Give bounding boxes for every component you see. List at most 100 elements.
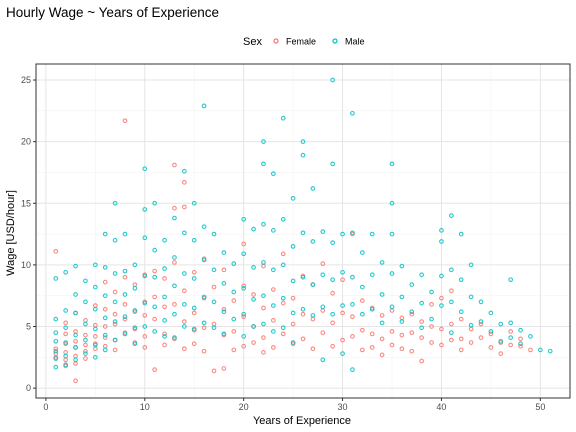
data-point-male — [221, 281, 227, 286]
data-point-female — [181, 288, 187, 294]
data-point-male — [241, 251, 247, 257]
data-point-female — [162, 342, 167, 348]
data-point-male — [112, 337, 118, 343]
data-point-female — [221, 366, 227, 371]
data-point-male — [191, 305, 197, 311]
data-point-male — [112, 237, 118, 243]
data-point-male — [290, 278, 296, 284]
data-point-female — [142, 345, 148, 350]
data-point-male — [122, 292, 128, 297]
data-point-female — [359, 298, 365, 303]
data-point-female — [498, 351, 504, 356]
data-point-female — [152, 367, 158, 373]
data-point-male — [439, 273, 444, 279]
y-axis-title: Wage [USD/hour] — [5, 190, 17, 276]
data-point-male — [340, 269, 345, 275]
data-point-male — [448, 330, 454, 336]
data-point-female — [300, 311, 306, 317]
data-point-female — [122, 301, 128, 307]
data-point-female — [83, 348, 88, 354]
data-point-female — [320, 330, 326, 336]
data-point-male — [63, 353, 69, 359]
data-point-female — [112, 347, 118, 353]
data-point-male — [468, 262, 474, 268]
data-point-female — [379, 336, 385, 342]
data-point-male — [537, 347, 543, 353]
data-point-male — [389, 200, 395, 206]
data-point-male — [310, 313, 316, 318]
data-point-male — [290, 195, 296, 201]
data-point-female — [241, 283, 247, 289]
data-point-female — [102, 279, 108, 285]
data-point-male — [330, 161, 336, 167]
data-point-male — [350, 274, 355, 280]
data-point-female — [73, 361, 78, 366]
data-point-male — [399, 294, 405, 300]
data-point-male — [251, 324, 256, 329]
data-point-female — [191, 341, 197, 347]
data-point-male — [211, 231, 217, 237]
data-point-male — [73, 332, 78, 338]
data-point-male — [122, 231, 128, 237]
data-point-male — [320, 357, 326, 363]
data-point-male — [211, 267, 217, 273]
data-point-male — [201, 294, 207, 300]
data-point-male — [261, 293, 266, 299]
data-point-female — [112, 289, 118, 295]
data-point-female — [458, 336, 464, 342]
data-point-male — [122, 314, 128, 320]
data-point-male — [241, 311, 247, 317]
data-point-female — [83, 342, 88, 348]
data-point-female — [310, 346, 316, 352]
data-point-male — [132, 341, 138, 347]
data-point-male — [172, 255, 177, 260]
data-point-male — [63, 325, 69, 331]
data-point-male — [122, 268, 128, 274]
data-point-male — [241, 216, 247, 222]
legend-key-male — [332, 38, 338, 44]
data-point-male — [231, 316, 237, 322]
data-point-female — [439, 342, 444, 348]
data-point-female — [172, 205, 177, 211]
y-tick-label: 15 — [21, 198, 31, 208]
data-point-female — [261, 305, 266, 311]
data-point-male — [547, 348, 553, 354]
data-point-female — [142, 313, 148, 318]
data-point-male — [132, 262, 138, 268]
data-point-female — [152, 316, 158, 322]
data-point-female — [181, 319, 187, 324]
data-point-female — [221, 306, 227, 312]
data-point-male — [498, 321, 504, 327]
data-point-male — [132, 325, 138, 331]
data-point-male — [340, 231, 345, 237]
data-point-female — [409, 311, 415, 317]
data-point-female — [53, 346, 59, 352]
legend: Sex Female Male — [243, 36, 365, 48]
data-point-female — [439, 326, 444, 332]
data-point-male — [142, 324, 148, 329]
data-point-female — [439, 295, 444, 301]
y-tick-label: 5 — [26, 322, 31, 332]
data-point-male — [231, 289, 237, 295]
data-point-female — [181, 179, 187, 185]
data-point-male — [448, 267, 454, 273]
data-point-male — [63, 269, 69, 275]
data-point-male — [162, 237, 167, 243]
data-point-male — [142, 300, 148, 306]
data-point-male — [261, 260, 266, 265]
data-point-female — [231, 298, 237, 303]
data-point-male — [280, 325, 286, 331]
data-point-female — [320, 261, 326, 267]
data-point-male — [102, 315, 108, 321]
y-tick-label: 10 — [21, 260, 31, 270]
data-point-male — [379, 320, 385, 326]
data-point-female — [63, 350, 69, 355]
data-point-male — [53, 348, 59, 354]
data-point-female — [270, 345, 276, 350]
data-point-male — [290, 244, 296, 249]
data-point-male — [399, 263, 405, 269]
data-point-male — [488, 310, 494, 316]
data-point-female — [191, 310, 197, 316]
data-points — [53, 77, 553, 384]
data-point-female — [429, 340, 434, 345]
